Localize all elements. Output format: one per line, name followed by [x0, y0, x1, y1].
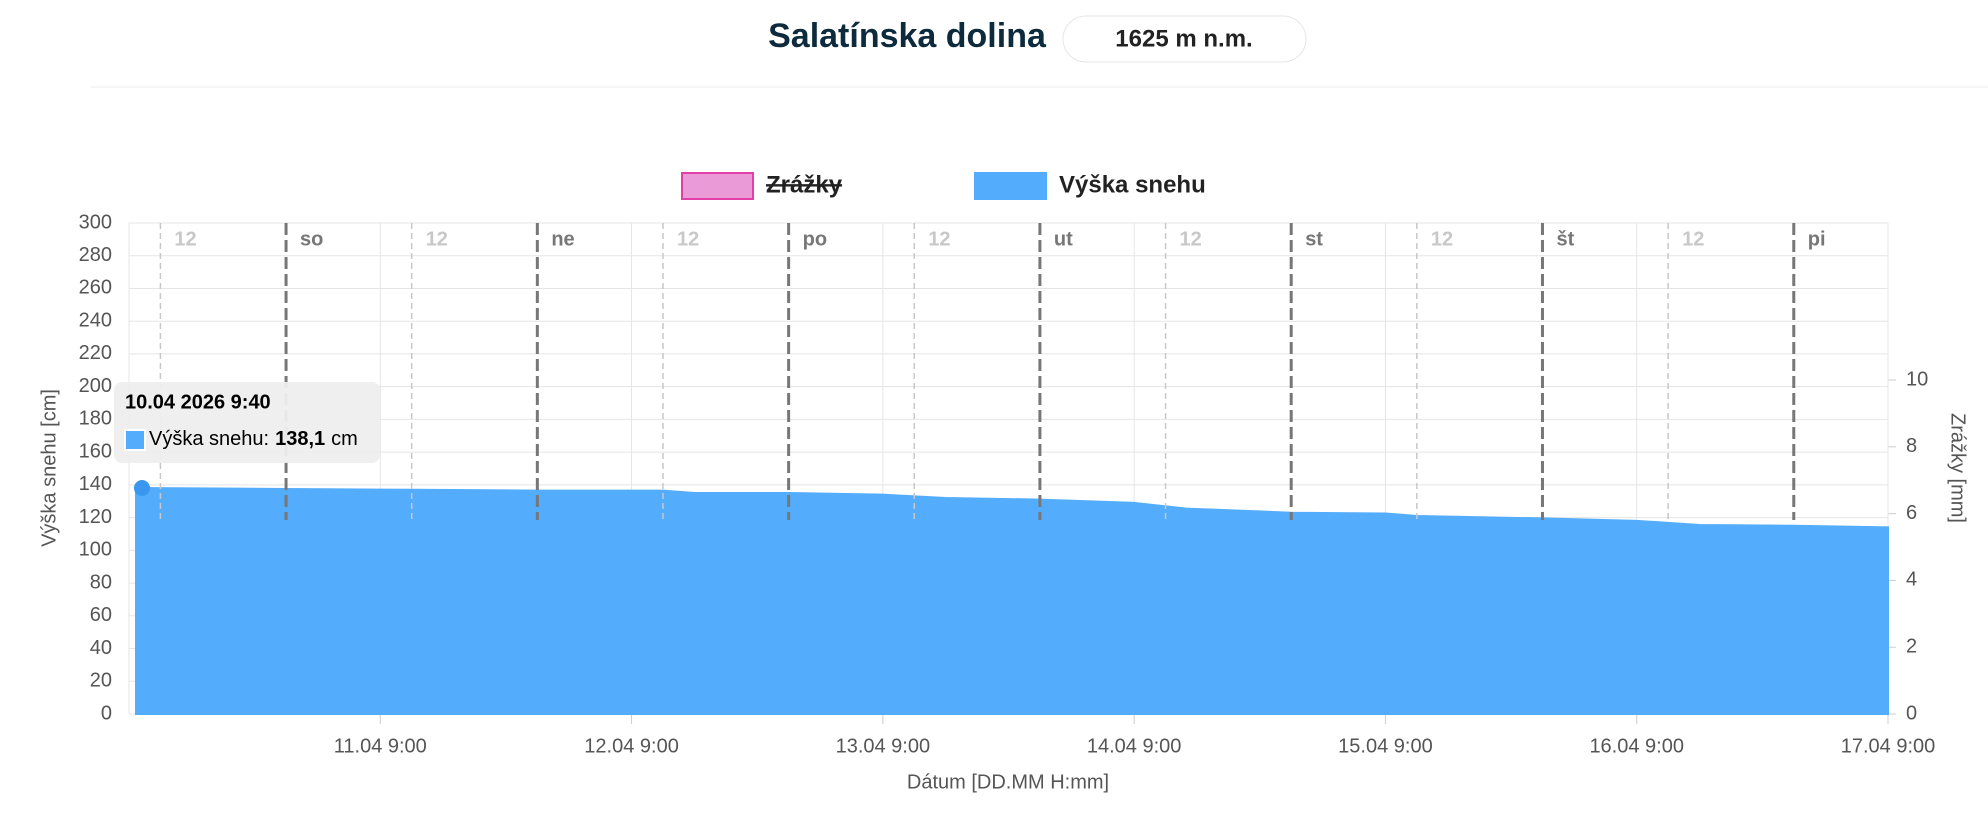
legend-item[interactable]: Zrážky — [681, 171, 843, 200]
hover-point — [133, 479, 150, 496]
y2-tick-label: 2 — [1906, 635, 1917, 657]
noon-label: 12 — [1682, 228, 1704, 250]
day-label: št — [1556, 228, 1574, 250]
x-tick-label: 17.04 9:00 — [1841, 735, 1936, 757]
legend-item[interactable]: Výška snehu — [974, 171, 1206, 200]
tooltip-swatch — [124, 429, 146, 451]
day-label: so — [300, 228, 323, 250]
y-tick-label: 240 — [79, 309, 112, 331]
altitude-badge — [1062, 15, 1307, 63]
x-axis-title: Dátum [DD.MM H:mm] — [907, 771, 1109, 793]
tooltip-text: 138,1 — [275, 428, 325, 450]
noon-label: 12 — [1431, 228, 1453, 250]
legend-label: Výška snehu — [1059, 171, 1206, 198]
y-tick-label: 80 — [90, 571, 112, 593]
y2-tick-label: 6 — [1906, 502, 1917, 524]
day-label: ne — [551, 228, 574, 250]
day-label: ut — [1054, 228, 1073, 250]
x-tick-label: 11.04 9:00 — [334, 735, 427, 757]
noon-label: 12 — [426, 228, 448, 250]
noon-label: 12 — [677, 228, 699, 250]
snow-area — [134, 486, 1889, 715]
y-axis-title: Výška snehu [cm] — [38, 389, 60, 547]
y-tick-label: 220 — [79, 342, 112, 364]
y-tick-label: 140 — [79, 473, 112, 495]
altitude: 1625 m n.m. — [1115, 25, 1252, 52]
x-tick-label: 16.04 9:00 — [1589, 735, 1684, 757]
tooltip-title: 10.04 2026 9:40 — [125, 391, 271, 413]
y-tick-label: 60 — [90, 604, 112, 626]
y-tick-label: 100 — [79, 539, 112, 561]
y-tick-label: 120 — [79, 506, 112, 528]
y-tick-label: 200 — [79, 375, 112, 397]
day-label: po — [803, 228, 827, 250]
y-tick-label: 40 — [90, 637, 112, 659]
tooltip-body: Výška snehu: 138,1 cm — [149, 428, 358, 450]
x-tick-label: 14.04 9:00 — [1087, 735, 1182, 757]
y-tick-label: 0 — [101, 702, 112, 724]
x-tick-label: 13.04 9:00 — [836, 735, 931, 757]
noon-label: 12 — [174, 228, 196, 250]
tooltip-text: Výška snehu: — [149, 428, 269, 450]
day-label: st — [1305, 228, 1323, 250]
legend-label: Zrážky — [766, 171, 843, 198]
station-title: Salatínska dolina — [768, 17, 1047, 55]
y-tick-label: 20 — [90, 670, 112, 692]
y-tick-label: 280 — [79, 244, 112, 266]
legend-swatch — [974, 172, 1047, 200]
tooltip-box — [114, 382, 380, 463]
y2-axis-title: Zrážky [mm] — [1947, 413, 1969, 523]
tooltip-text: cm — [331, 428, 358, 450]
noon-label: 12 — [928, 228, 950, 250]
y2-tick-label: 10 — [1906, 368, 1928, 390]
y-tick-label: 300 — [79, 211, 112, 233]
x-tick-label: 12.04 9:00 — [584, 735, 679, 757]
day-label: pi — [1808, 228, 1826, 250]
x-tick-label: 15.04 9:00 — [1338, 735, 1433, 757]
y-tick-label: 260 — [79, 277, 112, 299]
y-tick-label: 180 — [79, 408, 112, 430]
legend-swatch — [681, 172, 754, 200]
y2-tick-label: 8 — [1906, 435, 1917, 457]
y2-tick-label: 4 — [1906, 569, 1917, 591]
y2-tick-label: 0 — [1906, 702, 1917, 724]
noon-label: 12 — [1180, 228, 1202, 250]
y-tick-label: 160 — [79, 440, 112, 462]
